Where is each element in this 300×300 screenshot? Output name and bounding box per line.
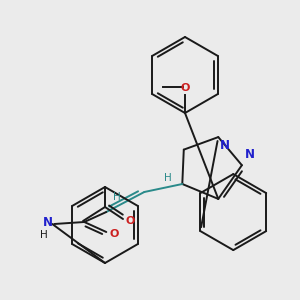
Text: H: H [164, 173, 172, 183]
Text: H: H [113, 192, 121, 202]
Text: H: H [40, 230, 48, 240]
Text: N: N [245, 148, 255, 161]
Text: N: N [220, 139, 230, 152]
Text: O: O [180, 83, 190, 93]
Text: O: O [109, 229, 119, 239]
Text: N: N [43, 217, 53, 230]
Text: O: O [126, 216, 135, 226]
